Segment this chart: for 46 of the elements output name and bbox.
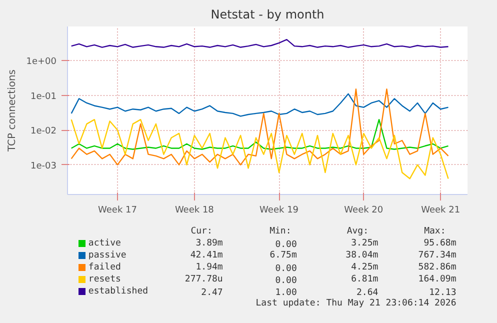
text: Last update: Thu May 21 23:06:14 2026 <box>256 298 456 308</box>
text: 277.78u <box>184 274 223 284</box>
text: 3.25m <box>351 238 378 248</box>
text: 1.00 <box>275 288 297 298</box>
text: 0.00 <box>275 264 297 274</box>
text: 6.81m <box>351 274 378 284</box>
text: 0.00 <box>275 276 297 286</box>
text: 164.09m <box>418 274 456 284</box>
y-tick-label: 1e-01 <box>30 92 57 102</box>
x-tick-label: Week 19 <box>260 206 299 216</box>
text: 0.00 <box>275 240 297 250</box>
x-tick-label: Week 17 <box>98 206 137 216</box>
text: 767.34m <box>418 250 456 260</box>
text: 2.47 <box>201 288 223 298</box>
legend-label: passive <box>88 250 126 260</box>
text: 42.41m <box>190 250 223 260</box>
y-axis-title: TCP connections <box>7 69 18 153</box>
line-series <box>70 93 449 117</box>
legend-label: active <box>88 238 121 248</box>
legend-label: failed <box>88 262 121 272</box>
line-series <box>70 88 449 166</box>
legend-label: resets <box>88 274 121 284</box>
y-tick-label: 1e-03 <box>30 161 57 172</box>
x-tick-label: Week 18 <box>174 206 214 216</box>
legend-label: established <box>88 286 148 296</box>
text: 4.25m <box>351 262 378 272</box>
line-series <box>70 118 449 150</box>
text: Min: <box>270 226 292 236</box>
chart-title: Netstat - by month <box>210 8 324 22</box>
text: 582.86m <box>418 262 456 272</box>
text: 2.64 <box>356 288 378 298</box>
text: 38.04m <box>346 250 378 260</box>
text: Avg: <box>346 226 369 236</box>
x-tick-label: Week 21 <box>421 206 460 216</box>
text: Cur: <box>190 226 212 236</box>
text: Max: <box>424 226 446 236</box>
y-tick-label: 1e-02 <box>30 126 57 137</box>
line-series <box>70 38 449 48</box>
text: 1.94m <box>196 262 223 272</box>
text: 95.68m <box>424 238 456 248</box>
line-series <box>70 118 449 180</box>
text: 6.75m <box>270 250 297 260</box>
x-tick-label: Week 20 <box>344 206 384 216</box>
text: 3.89m <box>196 238 223 248</box>
text: 12.13 <box>429 288 456 298</box>
y-tick-label: 1e+00 <box>26 56 57 67</box>
